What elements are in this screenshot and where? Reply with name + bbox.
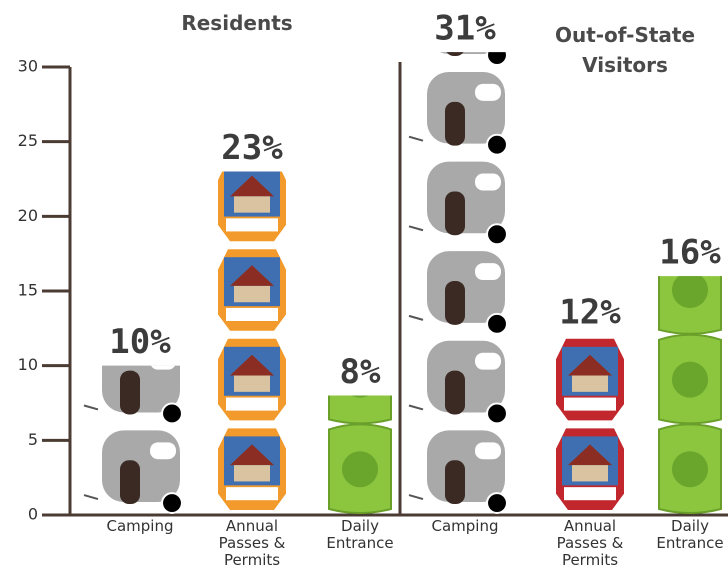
x-tick-label: Daily Entrance: [312, 518, 408, 552]
y-tick-label: 10: [18, 355, 38, 374]
value-label: 23%: [221, 128, 283, 168]
page: 0 5 10 15 20 25 30 10% 23% 8% 31% 12% 16% Residents C…: [0, 0, 728, 576]
pictogram-bar: [84, 341, 182, 513]
pictogram-bar: [218, 160, 286, 510]
panel-title: Residents: [137, 8, 337, 38]
x-tick-label: Daily Entrance: [642, 518, 728, 552]
value-label: 10%: [109, 322, 171, 362]
value-label: 12%: [559, 292, 621, 332]
value-label: 16%: [659, 233, 721, 273]
y-tick-label: 5: [28, 430, 38, 449]
y-tick-label: 15: [18, 281, 38, 300]
x-tick-label: Annual Passes & Permits: [204, 518, 300, 569]
value-label: 8%: [340, 352, 381, 392]
y-tick-label: 0: [28, 505, 38, 524]
chart: 0 5 10 15 20 25 30 10% 23% 8% 31% 12% 16%: [0, 0, 728, 576]
x-tick-label: Camping: [92, 518, 188, 535]
y-tick-label: 30: [18, 57, 38, 76]
pictogram-bar: [409, 0, 507, 513]
x-tick-label: Annual Passes & Permits: [542, 518, 638, 569]
pictogram-bar: [556, 339, 624, 510]
y-tick-label: 25: [18, 131, 38, 150]
y-tick-label: 20: [18, 206, 38, 225]
x-tick-label: Camping: [417, 518, 513, 535]
pictogram-bar: [659, 245, 721, 513]
value-label: 31%: [434, 9, 496, 49]
panel-title: Out-of-State Visitors: [540, 20, 710, 80]
